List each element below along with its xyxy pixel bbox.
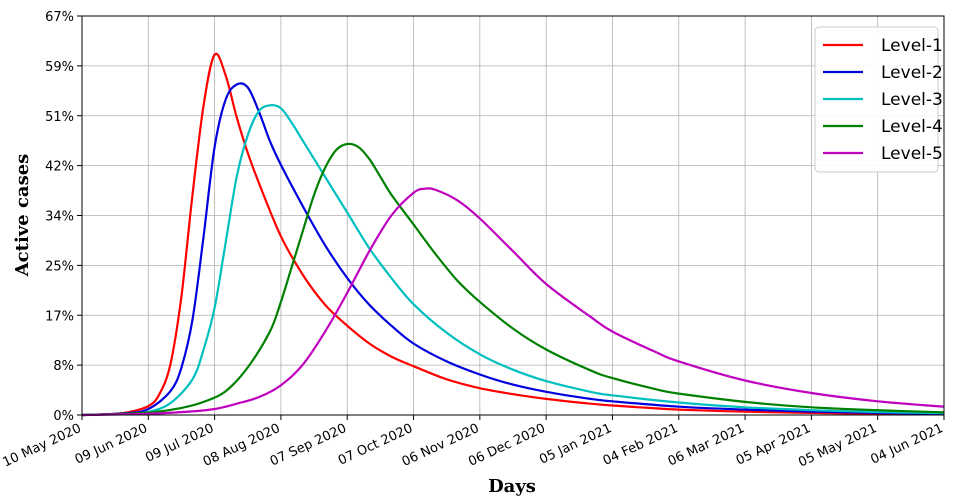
x-tick-label: 06 Mar 2021 [666, 421, 747, 469]
legend-box [814, 26, 939, 173]
series-line-level-4 [81, 142, 945, 417]
legend-label-level-4: Level-4 [881, 117, 943, 137]
y-tick-label: 67% [45, 10, 74, 25]
legend: Level-1 Level-2 Level-3 Level-4 Level-5 [814, 26, 943, 173]
y-axis-label: Active cases [12, 154, 33, 278]
x-tick-label: 09 Jun 2020 [73, 421, 150, 468]
x-tick-label: 10 May 2020 [1, 421, 84, 470]
legend-label-level-5: Level-5 [881, 144, 943, 164]
series-line-level-5 [81, 187, 945, 417]
y-tick-label: 42% [45, 160, 74, 175]
y-tick-label: 59% [45, 60, 74, 75]
y-tick-label: 34% [45, 210, 74, 225]
series-line-level-2 [81, 82, 945, 417]
series-lines [81, 52, 945, 417]
y-tick-label: 8% [53, 359, 74, 374]
legend-label-level-1: Level-1 [881, 36, 943, 56]
series-line-level-1 [81, 52, 945, 417]
y-tick-label: 0% [53, 409, 74, 424]
series-line-level-3 [81, 104, 945, 417]
legend-label-level-2: Level-2 [881, 63, 943, 83]
x-axis-label: Days [488, 476, 536, 497]
x-tick-label: 07 Sep 2020 [268, 421, 349, 469]
x-tick-label: 04 Jun 2021 [868, 421, 945, 468]
y-axis-ticks: 0% 8% 17% 25% 34% 42% 51% 59% 67% [45, 10, 82, 424]
y-tick-label: 25% [45, 259, 74, 274]
legend-label-level-3: Level-3 [881, 90, 943, 110]
y-tick-label: 51% [45, 110, 74, 125]
y-tick-label: 17% [45, 309, 74, 324]
